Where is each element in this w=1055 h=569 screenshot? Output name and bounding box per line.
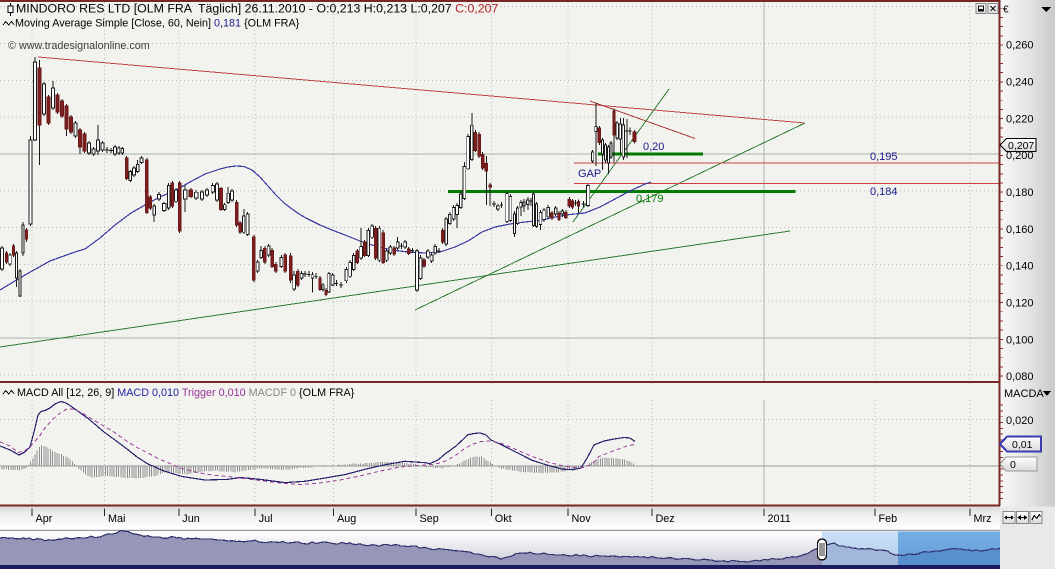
svg-text:0,220: 0,220: [1006, 113, 1034, 125]
svg-text:0,195: 0,195: [870, 151, 898, 163]
svg-text:Mrz: Mrz: [974, 513, 992, 525]
svg-text:0,080: 0,080: [1006, 371, 1034, 383]
svg-text:MACD All [12, 26, 9] MACD 0,01: MACD All [12, 26, 9] MACD 0,010 Trigger …: [17, 387, 355, 399]
svg-text:0,184: 0,184: [870, 186, 898, 198]
svg-text:Feb: Feb: [879, 513, 898, 525]
svg-text:0,179: 0,179: [636, 193, 664, 205]
svg-text:© www.tradesignalonline.com: © www.tradesignalonline.com: [8, 40, 150, 52]
svg-text:0,160: 0,160: [1006, 224, 1034, 236]
svg-text:MACDA: MACDA: [1004, 388, 1044, 400]
svg-text:2011: 2011: [768, 513, 791, 525]
svg-text:0,20: 0,20: [643, 141, 664, 153]
svg-text:0,207: 0,207: [1008, 140, 1034, 152]
svg-text:0,240: 0,240: [1006, 77, 1034, 89]
svg-text:0,260: 0,260: [1006, 40, 1034, 52]
svg-text:MINDORO RES LTD [OLM FRA Tägl: MINDORO RES LTD [OLM FRA Täglich] 26.11.…: [16, 2, 498, 16]
svg-text:0: 0: [1010, 459, 1016, 471]
svg-text:Sep: Sep: [420, 513, 439, 525]
svg-text:Nov: Nov: [572, 513, 592, 525]
svg-text:0,140: 0,140: [1006, 261, 1034, 273]
svg-text:0,100: 0,100: [1006, 334, 1034, 346]
svg-text:0,200: 0,200: [1006, 150, 1034, 162]
svg-text:Jul: Jul: [259, 513, 273, 525]
svg-text:0,01: 0,01: [1012, 439, 1033, 451]
svg-text:Apr: Apr: [36, 513, 53, 525]
svg-text:0,020: 0,020: [1006, 415, 1034, 427]
svg-text:Okt: Okt: [495, 513, 512, 525]
svg-text:Dez: Dez: [656, 513, 675, 525]
svg-text:0,180: 0,180: [1006, 187, 1034, 199]
svg-text:Mai: Mai: [108, 513, 125, 525]
svg-text:GAP: GAP: [578, 168, 601, 180]
svg-text:€: €: [1003, 5, 1009, 16]
svg-text:Moving Average Simple [Close,: Moving Average Simple [Close, 60, Nein] …: [15, 18, 300, 30]
svg-text:Jun: Jun: [182, 513, 199, 525]
svg-text:0,120: 0,120: [1006, 297, 1034, 309]
svg-text:Aug: Aug: [337, 513, 356, 525]
